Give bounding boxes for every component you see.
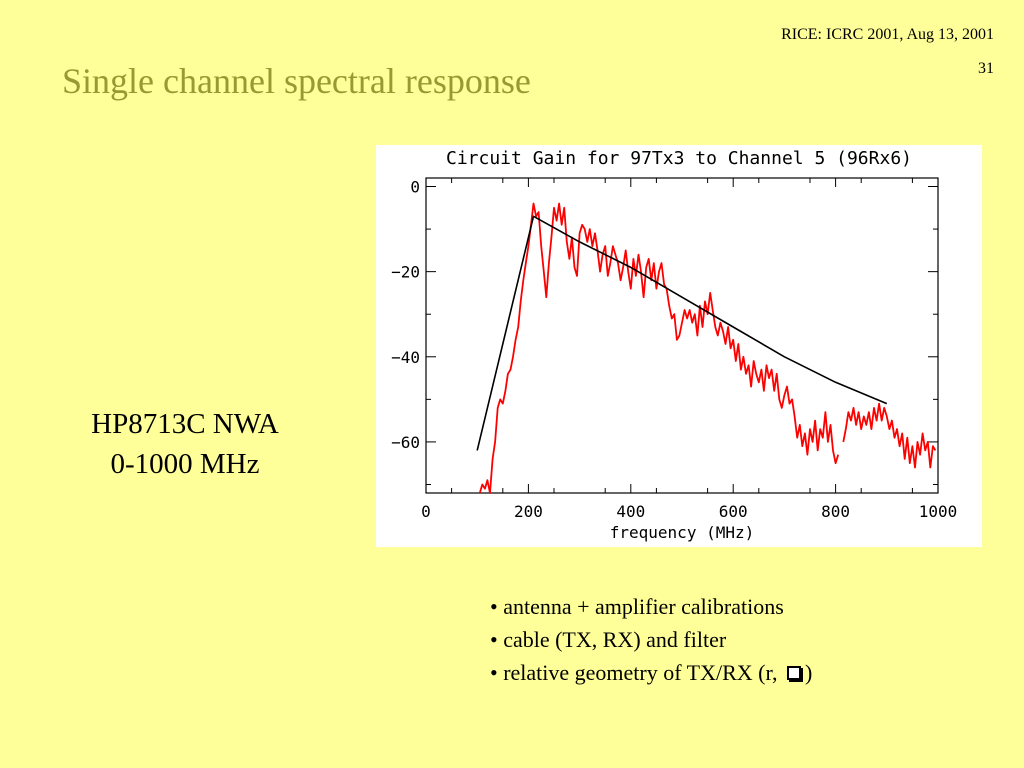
checkbox-symbol-icon bbox=[786, 666, 801, 680]
y-tick-label-1: −20 bbox=[391, 263, 420, 282]
series-0-line-1 bbox=[842, 402, 937, 469]
y-tick-label-3: −60 bbox=[391, 433, 420, 452]
plot-frame bbox=[425, 177, 939, 494]
series-1-line-0 bbox=[476, 215, 888, 451]
x-tick-label-5: 1000 bbox=[919, 502, 958, 521]
instrument-label-line1: HP8713C NWA bbox=[91, 408, 279, 440]
bullet-item-1: • antenna + amplifier calibrations bbox=[490, 594, 784, 619]
bullet-item-3-tail: ) bbox=[804, 660, 813, 685]
chart-title: Circuit Gain for 97Tx3 to Channel 5 (96R… bbox=[446, 148, 912, 169]
bullet-item-3-text: • relative geometry of TX/RX (r, bbox=[490, 660, 778, 685]
y-tick-label-0: 0 bbox=[410, 178, 420, 197]
x-tick-label-1: 200 bbox=[514, 502, 543, 521]
x-axis-label: frequency (MHz) bbox=[610, 523, 755, 542]
slide-title: Single channel spectral response bbox=[62, 61, 531, 101]
slide-number: 31 bbox=[978, 60, 994, 77]
x-tick-label-3: 600 bbox=[719, 502, 748, 521]
bullet-item-2: • cable (TX, RX) and filter bbox=[490, 627, 727, 652]
instrument-label: HP8713C NWA 0-1000 MHz bbox=[40, 404, 330, 484]
instrument-label-line2: 0-1000 MHz bbox=[110, 448, 260, 480]
gain-chart: Circuit Gain for 97Tx3 to Channel 5 (96R… bbox=[376, 145, 982, 547]
header-note: RICE: ICRC 2001, Aug 13, 2001 bbox=[781, 26, 994, 43]
x-tick-label-2: 400 bbox=[616, 502, 645, 521]
bullet-item-3: • relative geometry of TX/RX (r, ) bbox=[490, 656, 812, 689]
x-tick-label-0: 0 bbox=[421, 502, 431, 521]
gain-chart-svg: Circuit Gain for 97Tx3 to Channel 5 (96R… bbox=[391, 148, 958, 542]
x-tick-label-4: 800 bbox=[821, 502, 850, 521]
y-tick-label-2: −40 bbox=[391, 348, 420, 367]
series-0-line-0 bbox=[478, 202, 840, 494]
bullet-list: • antenna + amplifier calibrations • cab… bbox=[490, 590, 812, 689]
